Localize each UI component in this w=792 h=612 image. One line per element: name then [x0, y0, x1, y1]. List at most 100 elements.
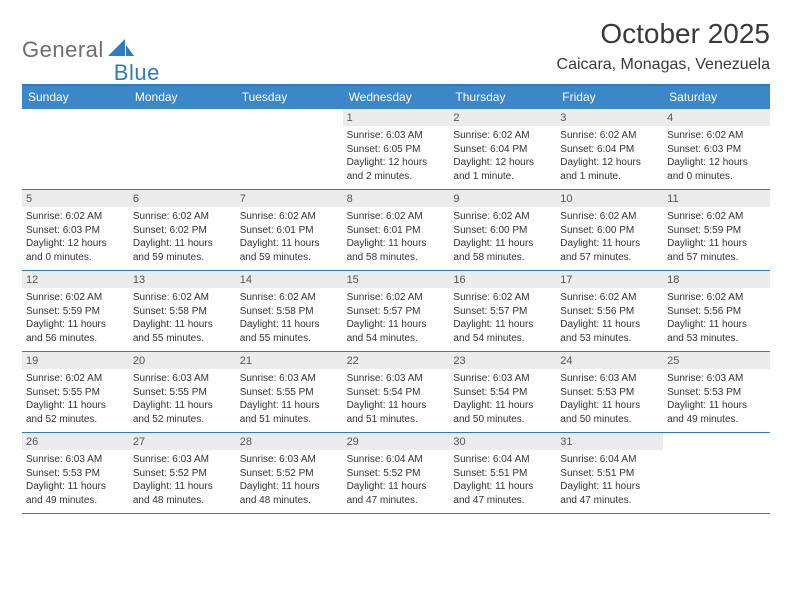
day-number: 14: [236, 271, 343, 288]
daylight-line: Daylight: 11 hours: [560, 399, 659, 413]
sunrise-line: Sunrise: 6:02 AM: [453, 210, 552, 224]
sunset-line: Sunset: 6:01 PM: [347, 224, 446, 238]
daylight-line: Daylight: 12 hours: [560, 156, 659, 170]
sunset-line: Sunset: 5:55 PM: [133, 386, 232, 400]
day-number: 24: [556, 352, 663, 369]
daylight-line: Daylight: 11 hours: [667, 318, 766, 332]
sunset-line: Sunset: 5:53 PM: [26, 467, 125, 481]
month-title: October 2025: [557, 18, 770, 50]
daylight-line: and 1 minute.: [453, 170, 552, 184]
sunrise-line: Sunrise: 6:03 AM: [26, 453, 125, 467]
dow-tuesday: Tuesday: [236, 86, 343, 109]
day-number: 19: [22, 352, 129, 369]
day-cell: 15Sunrise: 6:02 AMSunset: 5:57 PMDayligh…: [343, 271, 450, 351]
day-number: 8: [343, 190, 450, 207]
day-number: 27: [129, 433, 236, 450]
dow-monday: Monday: [129, 86, 236, 109]
daylight-line: and 1 minute.: [560, 170, 659, 184]
day-cell: 20Sunrise: 6:03 AMSunset: 5:55 PMDayligh…: [129, 352, 236, 432]
day-number: 18: [663, 271, 770, 288]
sunrise-line: Sunrise: 6:02 AM: [560, 210, 659, 224]
day-cell: 16Sunrise: 6:02 AMSunset: 5:57 PMDayligh…: [449, 271, 556, 351]
day-cell: 24Sunrise: 6:03 AMSunset: 5:53 PMDayligh…: [556, 352, 663, 432]
sunset-line: Sunset: 5:56 PM: [667, 305, 766, 319]
sunrise-line: Sunrise: 6:03 AM: [560, 372, 659, 386]
daylight-line: Daylight: 11 hours: [240, 237, 339, 251]
sunrise-line: Sunrise: 6:03 AM: [347, 372, 446, 386]
daylight-line: Daylight: 11 hours: [347, 399, 446, 413]
day-cell: 6Sunrise: 6:02 AMSunset: 6:02 PMDaylight…: [129, 190, 236, 270]
sunrise-line: Sunrise: 6:02 AM: [26, 291, 125, 305]
day-number: [129, 109, 236, 126]
sunset-line: Sunset: 5:51 PM: [560, 467, 659, 481]
day-cell: 14Sunrise: 6:02 AMSunset: 5:58 PMDayligh…: [236, 271, 343, 351]
daylight-line: and 47 minutes.: [453, 494, 552, 508]
day-number: 6: [129, 190, 236, 207]
daylight-line: Daylight: 12 hours: [347, 156, 446, 170]
daylight-line: Daylight: 11 hours: [667, 237, 766, 251]
day-cell: [663, 433, 770, 513]
day-cell: [129, 109, 236, 189]
daylight-line: and 52 minutes.: [133, 413, 232, 427]
sunset-line: Sunset: 5:52 PM: [133, 467, 232, 481]
calendar-grid: Sunday Monday Tuesday Wednesday Thursday…: [22, 84, 770, 514]
day-number: 25: [663, 352, 770, 369]
day-number: 16: [449, 271, 556, 288]
header-row: General Blue October 2025 Caicara, Monag…: [22, 18, 770, 74]
sunrise-line: Sunrise: 6:02 AM: [133, 291, 232, 305]
daylight-line: and 56 minutes.: [26, 332, 125, 346]
sunrise-line: Sunrise: 6:04 AM: [453, 453, 552, 467]
daylight-line: and 58 minutes.: [347, 251, 446, 265]
daylight-line: and 48 minutes.: [240, 494, 339, 508]
daylight-line: and 57 minutes.: [667, 251, 766, 265]
daylight-line: Daylight: 11 hours: [240, 480, 339, 494]
sunset-line: Sunset: 6:01 PM: [240, 224, 339, 238]
day-cell: 27Sunrise: 6:03 AMSunset: 5:52 PMDayligh…: [129, 433, 236, 513]
sunset-line: Sunset: 6:03 PM: [667, 143, 766, 157]
daylight-line: Daylight: 11 hours: [347, 318, 446, 332]
daylight-line: and 59 minutes.: [133, 251, 232, 265]
sunrise-line: Sunrise: 6:02 AM: [26, 372, 125, 386]
daylight-line: and 2 minutes.: [347, 170, 446, 184]
day-cell: 10Sunrise: 6:02 AMSunset: 6:00 PMDayligh…: [556, 190, 663, 270]
daylight-line: and 53 minutes.: [667, 332, 766, 346]
logo: General Blue: [22, 18, 160, 74]
sunset-line: Sunset: 5:51 PM: [453, 467, 552, 481]
day-number: 7: [236, 190, 343, 207]
day-cell: 28Sunrise: 6:03 AMSunset: 5:52 PMDayligh…: [236, 433, 343, 513]
sunset-line: Sunset: 5:52 PM: [240, 467, 339, 481]
day-number: 3: [556, 109, 663, 126]
day-number: 13: [129, 271, 236, 288]
sunset-line: Sunset: 5:59 PM: [26, 305, 125, 319]
sunset-line: Sunset: 5:56 PM: [560, 305, 659, 319]
day-cell: 22Sunrise: 6:03 AMSunset: 5:54 PMDayligh…: [343, 352, 450, 432]
sunrise-line: Sunrise: 6:02 AM: [560, 129, 659, 143]
sunrise-line: Sunrise: 6:02 AM: [667, 210, 766, 224]
daylight-line: Daylight: 11 hours: [133, 318, 232, 332]
dow-thursday: Thursday: [449, 86, 556, 109]
sunset-line: Sunset: 5:58 PM: [133, 305, 232, 319]
daylight-line: and 59 minutes.: [240, 251, 339, 265]
daylight-line: Daylight: 11 hours: [133, 480, 232, 494]
daylight-line: and 0 minutes.: [667, 170, 766, 184]
sunset-line: Sunset: 6:00 PM: [560, 224, 659, 238]
daylight-line: Daylight: 11 hours: [453, 480, 552, 494]
sunrise-line: Sunrise: 6:03 AM: [347, 129, 446, 143]
daylight-line: and 57 minutes.: [560, 251, 659, 265]
daylight-line: and 51 minutes.: [240, 413, 339, 427]
sunrise-line: Sunrise: 6:02 AM: [133, 210, 232, 224]
sunrise-line: Sunrise: 6:02 AM: [347, 210, 446, 224]
daylight-line: Daylight: 11 hours: [560, 318, 659, 332]
sunset-line: Sunset: 5:53 PM: [667, 386, 766, 400]
day-of-week-header: Sunday Monday Tuesday Wednesday Thursday…: [22, 86, 770, 109]
daylight-line: and 0 minutes.: [26, 251, 125, 265]
daylight-line: and 48 minutes.: [133, 494, 232, 508]
daylight-line: Daylight: 11 hours: [26, 480, 125, 494]
daylight-line: Daylight: 11 hours: [347, 480, 446, 494]
week-row: 1Sunrise: 6:03 AMSunset: 6:05 PMDaylight…: [22, 109, 770, 190]
sunset-line: Sunset: 6:05 PM: [347, 143, 446, 157]
daylight-line: and 52 minutes.: [26, 413, 125, 427]
daylight-line: Daylight: 11 hours: [26, 399, 125, 413]
sunrise-line: Sunrise: 6:04 AM: [347, 453, 446, 467]
day-cell: 31Sunrise: 6:04 AMSunset: 5:51 PMDayligh…: [556, 433, 663, 513]
